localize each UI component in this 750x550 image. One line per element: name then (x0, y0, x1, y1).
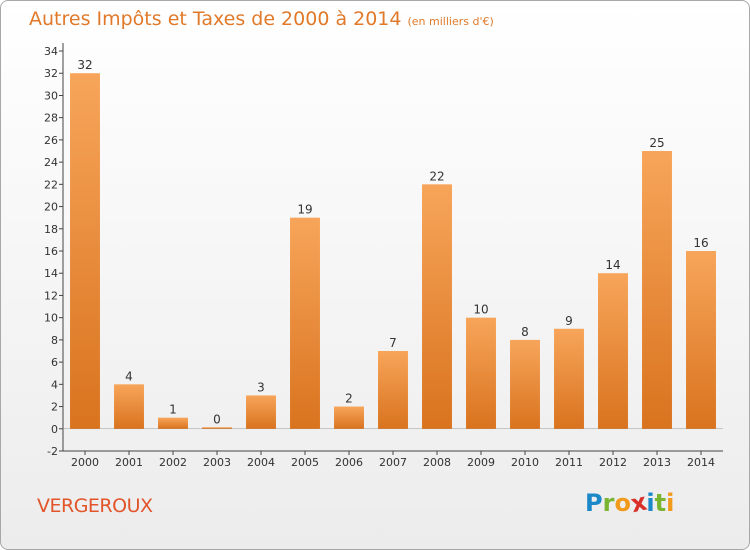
y-tick-label: 18 (44, 223, 58, 236)
bar (334, 406, 364, 429)
y-tick-label: 22 (44, 178, 58, 191)
x-tick-label: 2012 (599, 456, 627, 469)
bar (70, 73, 100, 429)
chart-title: Autres Impôts et Taxes de 2000 à 2014 (en… (29, 8, 494, 30)
data-label: 2 (345, 392, 353, 406)
data-label: 3 (257, 380, 265, 394)
data-label: 25 (649, 136, 664, 150)
bar (114, 384, 144, 429)
bar (466, 317, 496, 429)
y-tick-label: 8 (51, 334, 58, 347)
bar (554, 328, 584, 429)
data-label: 14 (605, 258, 620, 272)
data-label: 16 (693, 236, 708, 250)
x-tick-label: 2008 (423, 456, 451, 469)
logo-letter: P (585, 489, 603, 517)
proxiti-logo: Proxiti (585, 488, 675, 519)
logo-letter: i (666, 489, 675, 517)
y-tick-label: 16 (44, 245, 58, 258)
y-tick-label: 30 (44, 89, 58, 102)
logo-letter: i (646, 489, 655, 517)
data-label: 8 (521, 325, 529, 339)
data-label: 10 (473, 303, 488, 317)
bar (202, 427, 232, 429)
y-tick-label: -2 (47, 445, 58, 458)
x-tick-label: 2009 (467, 456, 495, 469)
x-tick-label: 2002 (159, 456, 187, 469)
x-tick-label: 2001 (115, 456, 143, 469)
y-tick-label: 20 (44, 201, 58, 214)
x-tick-label: 2000 (71, 456, 99, 469)
data-label: 7 (389, 336, 397, 350)
bar (598, 273, 628, 429)
x-tick-label: 2006 (335, 456, 363, 469)
bar (422, 184, 452, 429)
bar (686, 251, 716, 429)
y-tick-label: 6 (51, 356, 58, 369)
x-tick-label: 2007 (379, 456, 407, 469)
x-tick-label: 2004 (247, 456, 275, 469)
bar (158, 417, 188, 429)
x-tick-label: 2005 (291, 456, 319, 469)
y-tick-label: 32 (44, 67, 58, 80)
commune-name: VERGEROUX (37, 495, 153, 517)
x-tick-label: 2010 (511, 456, 539, 469)
bar (290, 217, 320, 429)
y-tick-label: 12 (44, 289, 58, 302)
y-tick-label: 26 (44, 134, 58, 147)
y-tick-label: 4 (51, 378, 58, 391)
logo-letter: t (654, 489, 667, 517)
bar (378, 351, 408, 429)
data-label: 32 (77, 58, 92, 72)
data-label: 9 (565, 314, 573, 328)
bar (642, 151, 672, 429)
y-tick-label: 10 (44, 312, 58, 325)
x-tick-label: 2011 (555, 456, 583, 469)
data-label: 22 (429, 169, 444, 183)
bar (246, 395, 276, 429)
data-label: 0 (213, 412, 221, 426)
bar (510, 339, 540, 429)
y-tick-label: 0 (51, 423, 58, 436)
chart-title-unit: (en milliers d'€) (407, 15, 494, 28)
logo-letter: r (602, 489, 615, 517)
y-tick-label: 2 (51, 401, 58, 414)
x-tick-label: 2014 (687, 456, 715, 469)
x-tick-label: 2013 (643, 456, 671, 469)
y-tick-label: 34 (44, 45, 58, 58)
y-tick-label: 28 (44, 112, 58, 125)
y-tick-label: 14 (44, 267, 58, 280)
logo-letter: o (614, 489, 631, 517)
data-label: 1 (169, 403, 177, 417)
x-tick-label: 2003 (203, 456, 231, 469)
y-tick-label: 24 (44, 156, 58, 169)
data-label: 19 (297, 203, 312, 217)
chart-title-text: Autres Impôts et Taxes de 2000 à 2014 (29, 8, 402, 30)
data-label: 4 (125, 369, 133, 383)
